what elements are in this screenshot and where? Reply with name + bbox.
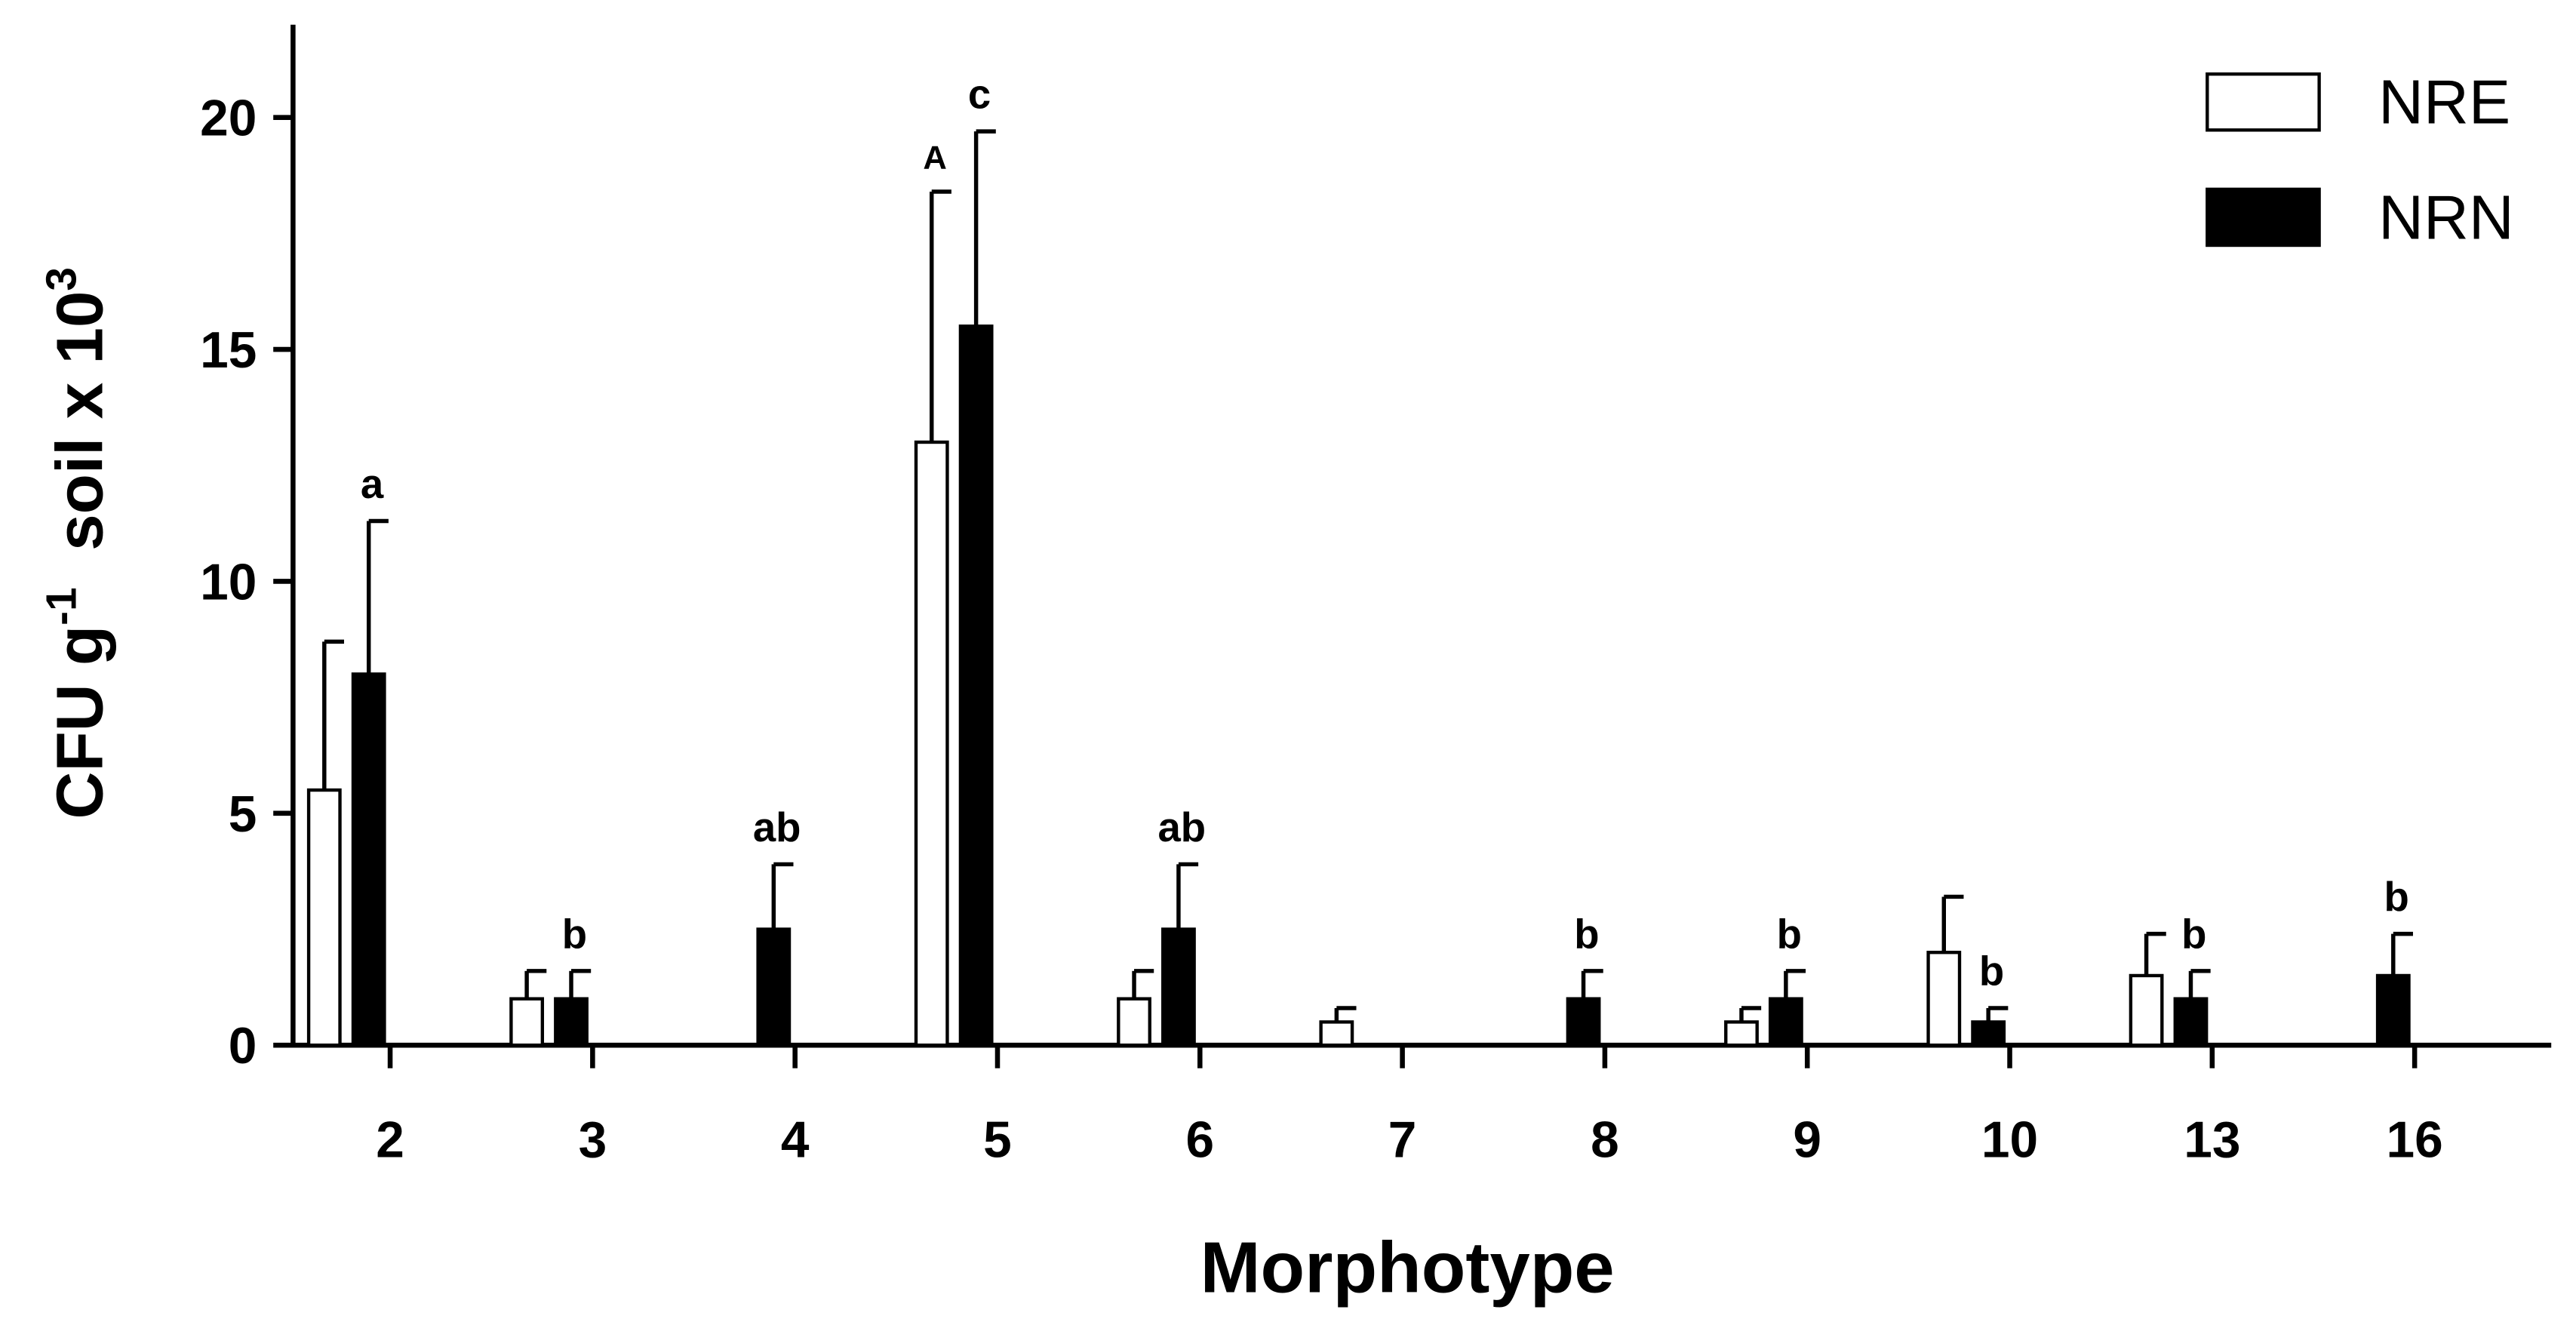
significance-label: A xyxy=(923,140,947,176)
x-tick-label: 2 xyxy=(376,1112,404,1169)
y-axis-label-part: -1 xyxy=(38,587,85,625)
bar xyxy=(1926,951,1962,1047)
x-tick-label: 7 xyxy=(1388,1112,1417,1169)
y-axis-label-part: 3 xyxy=(38,267,85,291)
significance-label: b xyxy=(562,911,587,957)
x-tick-label: 9 xyxy=(1793,1112,1821,1169)
significance-label: b xyxy=(2384,874,2408,920)
legend-label: NRE xyxy=(2378,67,2510,137)
x-tick-label: 10 xyxy=(1981,1112,2038,1169)
x-tick-label: 5 xyxy=(983,1112,1012,1169)
x-tick-label: 4 xyxy=(781,1112,810,1169)
bar xyxy=(1117,997,1151,1047)
bar xyxy=(756,927,792,1047)
bar xyxy=(958,324,994,1047)
y-axis-label-part: soil x 10 xyxy=(43,291,116,588)
bar xyxy=(509,997,545,1047)
significance-label: a xyxy=(361,461,384,507)
legend-swatch xyxy=(2206,72,2321,132)
bar xyxy=(1161,927,1196,1047)
bar xyxy=(2129,973,2164,1047)
y-tick-label: 20 xyxy=(200,91,257,147)
bar xyxy=(306,788,342,1047)
y-tick-label: 5 xyxy=(229,786,257,843)
y-tick-label: 15 xyxy=(200,322,257,379)
bar xyxy=(351,672,386,1047)
x-tick-label: 16 xyxy=(2387,1112,2443,1169)
legend-swatch xyxy=(2206,187,2321,247)
significance-label: b xyxy=(1777,911,1802,957)
bar xyxy=(554,997,589,1047)
x-axis-label: Morphotype xyxy=(1200,1227,1615,1308)
significance-label: b xyxy=(1979,948,2004,994)
x-tick-label: 13 xyxy=(2184,1112,2240,1169)
bar xyxy=(914,440,949,1047)
bar xyxy=(1319,1020,1354,1047)
y-axis-label-part: CFU g xyxy=(43,626,116,819)
significance-label: b xyxy=(2181,911,2206,957)
x-tick-label: 8 xyxy=(1591,1112,1619,1169)
significance-label: ab xyxy=(1157,804,1206,850)
significance-label: b xyxy=(1574,911,1599,957)
significance-label: ab xyxy=(753,804,801,850)
bar xyxy=(2375,973,2411,1047)
bar xyxy=(1971,1020,2006,1047)
x-tick-label: 6 xyxy=(1185,1112,1214,1169)
y-tick-label: 0 xyxy=(229,1018,257,1074)
y-tick-label: 10 xyxy=(200,554,257,610)
bar xyxy=(1566,997,1601,1047)
y-axis-label: CFU g-1 soil x 103 xyxy=(38,267,116,819)
bar xyxy=(1768,997,1803,1047)
bar xyxy=(2173,997,2209,1047)
x-tick-label: 3 xyxy=(579,1112,607,1169)
bar xyxy=(1724,1020,1759,1047)
legend-label: NRN xyxy=(2378,182,2514,252)
significance-label: c xyxy=(968,72,991,118)
